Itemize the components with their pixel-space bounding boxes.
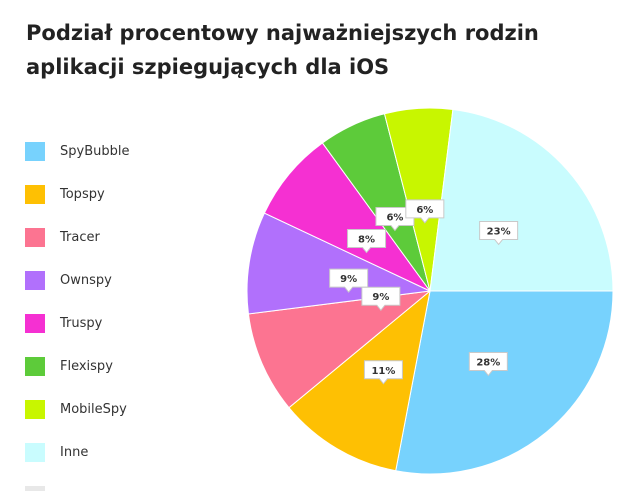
pie-label-extra: 9% bbox=[361, 286, 401, 312]
pie-label-box bbox=[405, 199, 445, 224]
pie-label-truspy: 8% bbox=[347, 229, 387, 254]
pie-label-inne: 23% bbox=[479, 220, 519, 246]
pie-label-text: 11% bbox=[371, 366, 395, 377]
legend-swatch-cutoff bbox=[25, 486, 45, 491]
legend-swatch bbox=[25, 141, 45, 161]
pie-slice-topspy bbox=[288, 289, 431, 472]
legend-item-spybubble: SpyBubble bbox=[25, 140, 185, 162]
legend-label: Tracer bbox=[60, 229, 100, 245]
legend-swatch bbox=[25, 356, 45, 376]
pie-label-text: 9% bbox=[372, 292, 389, 303]
chart-title: Podział procentowy najważniejszych rodzi… bbox=[26, 16, 539, 84]
pie-label-box bbox=[363, 360, 403, 385]
legend-item-inne: Inne bbox=[25, 441, 185, 463]
pie-slice-tracer bbox=[247, 290, 432, 409]
pie-label-box bbox=[347, 229, 387, 254]
legend-item-topspy: Topspy bbox=[25, 183, 185, 205]
pie-label-text: 8% bbox=[358, 235, 375, 246]
legend-swatch bbox=[25, 313, 45, 333]
legend-item-tracer: Tracer bbox=[25, 226, 185, 248]
pie-label-text: 6% bbox=[416, 205, 433, 216]
legend-swatch bbox=[25, 270, 45, 290]
legend-swatch bbox=[25, 442, 45, 462]
pie-label-box bbox=[479, 220, 519, 246]
legend-item-truspy: Truspy bbox=[25, 312, 185, 334]
pie-label-ownspy: 9% bbox=[329, 268, 369, 293]
legend-label: MobileSpy bbox=[60, 401, 127, 417]
legend-label: SpyBubble bbox=[60, 143, 130, 159]
legend-swatch bbox=[25, 184, 45, 204]
pie-label-topspy: 11% bbox=[363, 360, 403, 385]
legend-label: Ownspy bbox=[60, 272, 112, 288]
pie-slice-spybubble bbox=[395, 290, 614, 475]
pie-label-spybubble: 28% bbox=[468, 352, 508, 377]
pie-label-box bbox=[361, 286, 401, 312]
legend-label: Truspy bbox=[60, 315, 103, 331]
pie-label-mobilespy: 6% bbox=[405, 199, 445, 224]
pie-label-text: 6% bbox=[386, 212, 403, 223]
chart-title-line-1: Podział procentowy najważniejszych rodzi… bbox=[26, 21, 539, 45]
pie-label-box bbox=[468, 352, 508, 377]
pie-label-text: 9% bbox=[340, 274, 357, 285]
legend-label: Topspy bbox=[60, 186, 105, 202]
legend-label: Inne bbox=[60, 444, 89, 460]
legend-label: Flexispy bbox=[60, 358, 113, 374]
pie-label-text: 28% bbox=[476, 358, 500, 369]
pie-label-box bbox=[329, 268, 369, 293]
legend-item-mobilespy: MobileSpy bbox=[25, 398, 185, 420]
legend-swatch bbox=[25, 399, 45, 419]
pie-slice-truspy bbox=[263, 142, 431, 292]
legend-item-ownspy: Ownspy bbox=[25, 269, 185, 291]
pie-label-text: 23% bbox=[487, 226, 511, 237]
pie-slice-inne bbox=[429, 108, 614, 292]
legend-item-flexispy: Flexispy bbox=[25, 355, 185, 377]
legend-swatch bbox=[25, 227, 45, 247]
chart-title-line-2: aplikacji szpiegujących dla iOS bbox=[26, 55, 390, 79]
